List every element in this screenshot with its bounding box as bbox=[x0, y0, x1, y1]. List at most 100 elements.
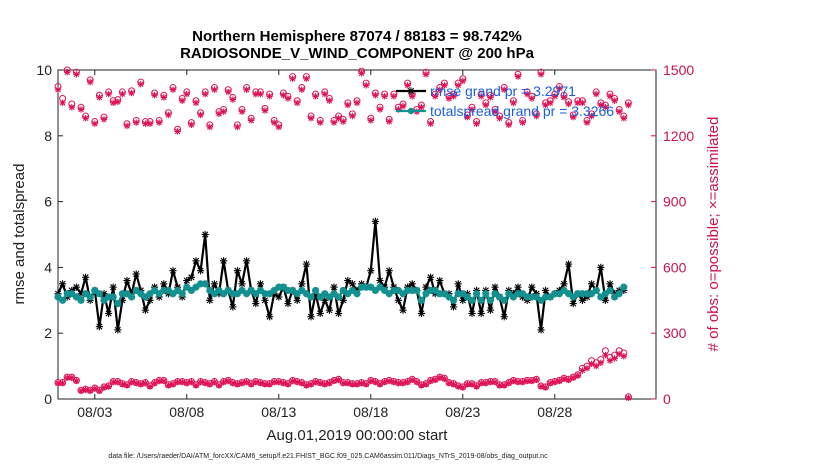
spread-point bbox=[413, 286, 421, 295]
obs-assimilated-point bbox=[257, 90, 264, 98]
obs-assimilated-point bbox=[565, 100, 572, 108]
obs-assimilated-point bbox=[491, 378, 499, 386]
rmse-point bbox=[468, 309, 476, 318]
star-stroke bbox=[188, 274, 195, 281]
obs-assimilated-point bbox=[174, 378, 181, 386]
obs-assimilated-point bbox=[248, 117, 255, 124]
rmse-point bbox=[344, 276, 352, 285]
star-stroke bbox=[579, 367, 586, 374]
star-stroke bbox=[441, 376, 448, 382]
obs-assimilated-point bbox=[501, 86, 508, 93]
obs-assimilated-point bbox=[77, 387, 85, 395]
obs-assimilated-point bbox=[547, 99, 554, 107]
spread-point bbox=[311, 286, 320, 295]
star-stroke bbox=[69, 374, 75, 381]
obs-assimilated-point bbox=[602, 351, 609, 359]
obs-assimilated-point bbox=[54, 86, 62, 93]
y-axis-label: rmse and totalspread bbox=[11, 164, 28, 305]
obs-assimilated-point bbox=[606, 93, 614, 100]
rmse-point bbox=[243, 257, 251, 265]
obs-assimilated-point bbox=[202, 90, 209, 98]
star-stroke bbox=[386, 378, 392, 384]
obs-assimilated-point bbox=[294, 378, 301, 386]
star-stroke bbox=[225, 89, 231, 95]
star-stroke bbox=[298, 280, 305, 287]
star-stroke bbox=[570, 374, 576, 381]
obs-assimilated-point bbox=[390, 93, 397, 100]
obs-assimilated-point bbox=[574, 372, 581, 379]
obs-assimilated-point bbox=[294, 99, 301, 107]
rmse-point bbox=[187, 273, 195, 281]
star-stroke bbox=[469, 106, 475, 113]
obs-assimilated-point bbox=[96, 94, 103, 101]
obs-assimilated-point bbox=[505, 121, 512, 129]
star-stroke bbox=[294, 100, 300, 106]
star-stroke bbox=[621, 353, 627, 360]
obs-assimilated-point bbox=[266, 93, 273, 100]
rmse-point bbox=[132, 270, 140, 278]
star-stroke bbox=[418, 104, 425, 111]
obs-assimilated-point bbox=[459, 77, 466, 85]
obs-assimilated-point bbox=[409, 93, 416, 100]
obs-assimilated-point bbox=[547, 380, 554, 387]
star-stroke bbox=[432, 377, 438, 383]
obs-assimilated-point bbox=[478, 93, 485, 100]
star-stroke bbox=[588, 361, 595, 367]
star-stroke bbox=[561, 376, 567, 382]
obs-assimilated-point bbox=[137, 81, 144, 88]
obs-assimilated-point bbox=[349, 381, 356, 388]
obs-assimilated-point bbox=[160, 94, 167, 101]
obs-assimilated-point bbox=[344, 101, 351, 109]
obs-assimilated-point bbox=[335, 376, 342, 384]
obs-assimilated-point bbox=[418, 104, 425, 111]
star-stroke bbox=[584, 119, 590, 126]
star-stroke bbox=[621, 115, 627, 122]
rmse-point bbox=[298, 280, 306, 288]
star-stroke bbox=[579, 297, 586, 304]
rmse-point bbox=[436, 276, 444, 285]
star-stroke bbox=[193, 382, 199, 389]
star-stroke bbox=[598, 102, 604, 108]
rmse-point bbox=[542, 286, 550, 295]
obs-assimilated-point bbox=[459, 384, 466, 391]
rmse-point bbox=[330, 283, 338, 291]
obs-assimilated-point bbox=[330, 119, 338, 126]
star-stroke bbox=[174, 128, 181, 135]
star-stroke bbox=[473, 120, 480, 127]
obs-assimilated-point bbox=[275, 378, 282, 386]
star-stroke bbox=[105, 383, 112, 390]
star-stroke bbox=[243, 257, 250, 264]
star-stroke bbox=[96, 388, 103, 394]
star-stroke bbox=[252, 300, 259, 307]
star-stroke bbox=[478, 93, 484, 100]
star-stroke bbox=[243, 86, 250, 93]
obs-assimilated-point bbox=[312, 93, 319, 100]
obs-assimilated-point bbox=[64, 68, 71, 76]
star-stroke bbox=[96, 323, 103, 330]
star-stroke bbox=[515, 379, 521, 385]
obs-assimilated-point bbox=[87, 78, 94, 86]
rmse-point bbox=[417, 309, 425, 318]
y-tick-label: 8 bbox=[44, 128, 52, 144]
rmse-point bbox=[348, 280, 356, 288]
star-stroke bbox=[407, 87, 415, 95]
star-stroke bbox=[64, 374, 70, 381]
star-stroke bbox=[593, 91, 599, 97]
star-stroke bbox=[487, 307, 494, 314]
obs-assimilated-point bbox=[445, 380, 453, 387]
star-stroke bbox=[460, 78, 466, 84]
star-stroke bbox=[372, 379, 379, 385]
star-stroke bbox=[276, 124, 282, 130]
obs-assimilated-point bbox=[358, 380, 365, 387]
star-stroke bbox=[161, 94, 167, 101]
star-stroke bbox=[59, 280, 66, 287]
obs-assimilated-point bbox=[487, 94, 494, 101]
obs-assimilated-point bbox=[234, 381, 241, 388]
star-stroke bbox=[202, 231, 209, 238]
legend-item-spread: totalspread grand pr = 3.3266 bbox=[396, 103, 614, 119]
star-stroke bbox=[423, 381, 429, 388]
star-stroke bbox=[588, 280, 595, 287]
star-stroke bbox=[335, 115, 342, 122]
star-stroke bbox=[358, 380, 365, 386]
star-stroke bbox=[602, 104, 609, 111]
